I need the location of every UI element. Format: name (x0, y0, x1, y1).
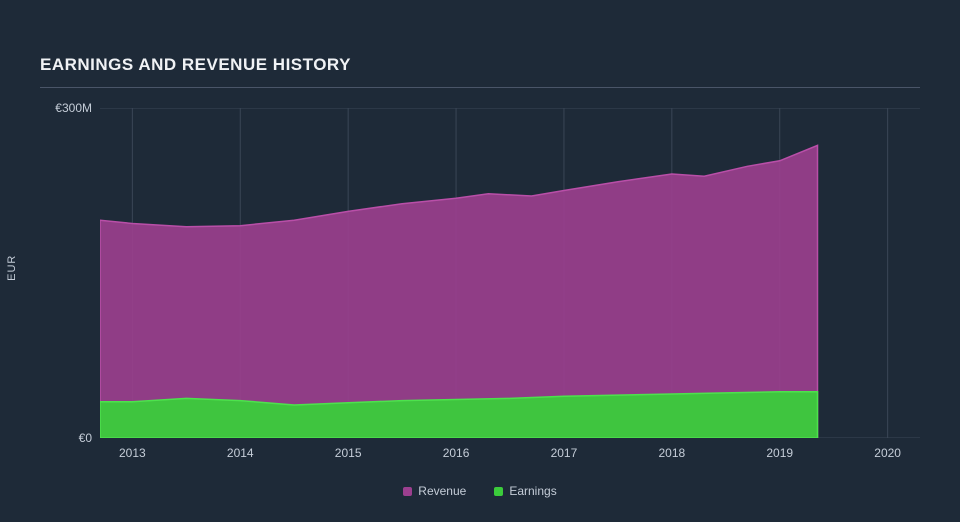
chart-title: EARNINGS AND REVENUE HISTORY (40, 55, 920, 88)
x-tick: 2020 (874, 446, 901, 460)
legend-item-earnings: Earnings (494, 484, 556, 498)
y-axis: EUR €0€300M (40, 108, 100, 468)
y-tick: €0 (79, 431, 92, 445)
chart-container: EARNINGS AND REVENUE HISTORY EUR €0€300M… (0, 0, 960, 522)
chart-area: EUR €0€300M 2013 2014 2015 2016 2017 2018 2019… (40, 108, 920, 468)
plot-area (100, 108, 920, 438)
legend: Revenue Earnings (0, 484, 960, 498)
y-axis-label: EUR (6, 255, 18, 281)
x-tick: 2019 (766, 446, 793, 460)
x-tick: 2013 (119, 446, 146, 460)
legend-swatch-revenue (403, 487, 412, 496)
x-tick: 2017 (551, 446, 578, 460)
x-tick: 2014 (227, 446, 254, 460)
legend-label-revenue: Revenue (418, 484, 466, 498)
x-axis: 2013 2014 2015 2016 2017 2018 2019 2020 (100, 446, 920, 466)
x-tick: 2018 (658, 446, 685, 460)
legend-label-earnings: Earnings (509, 484, 556, 498)
x-tick: 2016 (443, 446, 470, 460)
legend-item-revenue: Revenue (403, 484, 466, 498)
legend-swatch-earnings (494, 487, 503, 496)
y-tick: €300M (55, 101, 92, 115)
x-tick: 2015 (335, 446, 362, 460)
